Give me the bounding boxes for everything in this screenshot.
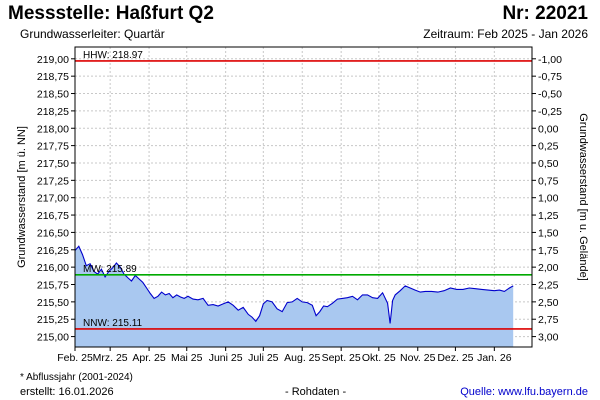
y-tick-label-left: 217,25 <box>37 175 69 187</box>
x-tick-label: Sept. 25 <box>322 352 361 364</box>
y-tick-label-left: 218,75 <box>37 71 69 83</box>
x-tick-label: Feb. 25 <box>57 352 93 364</box>
y-tick-label-left: 215,50 <box>37 297 69 309</box>
y-tick-label-right: -0,50 <box>538 89 562 101</box>
x-tick-label: Apr. 25 <box>132 352 165 364</box>
y-tick-label-right: 0,75 <box>538 175 559 187</box>
x-axis: Feb. 25 Mrz. 25 Apr. 25 Mai 25 Juni 25 Juli 2… <box>57 347 512 364</box>
y-tick-label-right: 2,25 <box>538 280 559 292</box>
source-link[interactable]: Quelle: www.lfu.bayern.de <box>460 386 588 398</box>
y-tick-label-left: 216,50 <box>37 227 69 239</box>
y-tick-label-right: -1,00 <box>538 54 562 66</box>
ref-label-hhw: HHW: 218.97 <box>83 50 143 61</box>
y-tick-label-right: 2,75 <box>538 314 559 326</box>
groundwater-area <box>75 246 514 347</box>
plot-frame <box>74 46 533 348</box>
y-tick-label-left: 218,25 <box>37 106 69 118</box>
page-title: Messstelle: Haßfurt Q2 <box>8 3 214 24</box>
y-tick-label-left: 216,75 <box>37 210 69 222</box>
y-tick-label-left: 217,00 <box>37 193 69 205</box>
y-tick-label-right: -0,25 <box>538 106 562 118</box>
y-tick-label-left: 219,00 <box>37 54 69 66</box>
y-axis-right: -1,00 -0,75 -0,50 -0,25 0,00 0,25 0,50 0,75 1,00… <box>532 54 562 344</box>
x-tick-label: Okt. 25 <box>362 352 396 364</box>
ref-label-nnw: NNW: 215.11 <box>83 318 143 329</box>
y-tick-label-right: 1,25 <box>538 210 559 222</box>
y-tick-label-right: 3,00 <box>538 332 559 344</box>
y-tick-label-left: 215,00 <box>37 332 69 344</box>
y-axis-label-left: Grundwasserstand [m ü. NN] <box>16 126 28 268</box>
x-tick-label: Mai 25 <box>171 352 203 364</box>
raw-data-label: - Rohdaten - <box>285 386 347 398</box>
created-date: erstellt: 16.01.2026 <box>20 386 114 398</box>
y-tick-label-left: 217,75 <box>37 141 69 153</box>
y-tick-label-left: 217,50 <box>37 158 69 170</box>
data-area <box>74 245 514 347</box>
y-tick-label-right: 0,50 <box>538 158 559 170</box>
y-tick-label-left: 216,25 <box>37 245 69 257</box>
x-tick-label: Mrz. 25 <box>93 352 128 364</box>
y-tick-label-left: 216,00 <box>37 262 69 274</box>
aquifer-subtitle: Grundwasserleiter: Quartär <box>20 27 165 41</box>
x-tick-label: Juli 25 <box>248 352 279 364</box>
y-axis-label-right: Grundwasserstand [m u. Gelände] <box>577 113 589 281</box>
footnote: * Abflussjahr (2001-2024) <box>20 372 133 383</box>
y-tick-label-left: 215,25 <box>37 314 69 326</box>
y-tick-label-left: 215,75 <box>37 280 69 292</box>
x-tick-label: Juni 25 <box>209 352 243 364</box>
period-label: Zeitraum: Feb 2025 - Jan 2026 <box>423 27 588 41</box>
plot-border <box>74 46 533 348</box>
reference-lines: HHW: 218.97 MW: 215.89 NNW: 215.11 <box>75 50 532 330</box>
y-tick-label-right: 2,00 <box>538 262 559 274</box>
ref-label-mw: MW: 215.89 <box>83 264 137 275</box>
y-axis-left: 219,00 218,75 218,50 218,25 218,00 217,75 217,… <box>37 54 75 344</box>
station-number: Nr: 22021 <box>502 3 588 24</box>
x-tick-label: Jan. 26 <box>477 352 512 364</box>
x-tick-label: Aug. 25 <box>284 352 320 364</box>
y-tick-label-right: 1,75 <box>538 245 559 257</box>
y-tick-label-right: 0,25 <box>538 141 559 153</box>
y-tick-label-right: -0,75 <box>538 71 562 83</box>
y-tick-label-right: 2,50 <box>538 297 559 309</box>
x-tick-label: Nov. 25 <box>400 352 436 364</box>
x-tick-label: Dez. 25 <box>437 352 473 364</box>
y-tick-label-right: 1,00 <box>538 193 559 205</box>
y-tick-label-left: 218,50 <box>37 89 69 101</box>
y-tick-label-right: 0,00 <box>538 123 559 135</box>
y-tick-label-right: 1,50 <box>538 227 559 239</box>
y-tick-label-left: 218,00 <box>37 123 69 135</box>
